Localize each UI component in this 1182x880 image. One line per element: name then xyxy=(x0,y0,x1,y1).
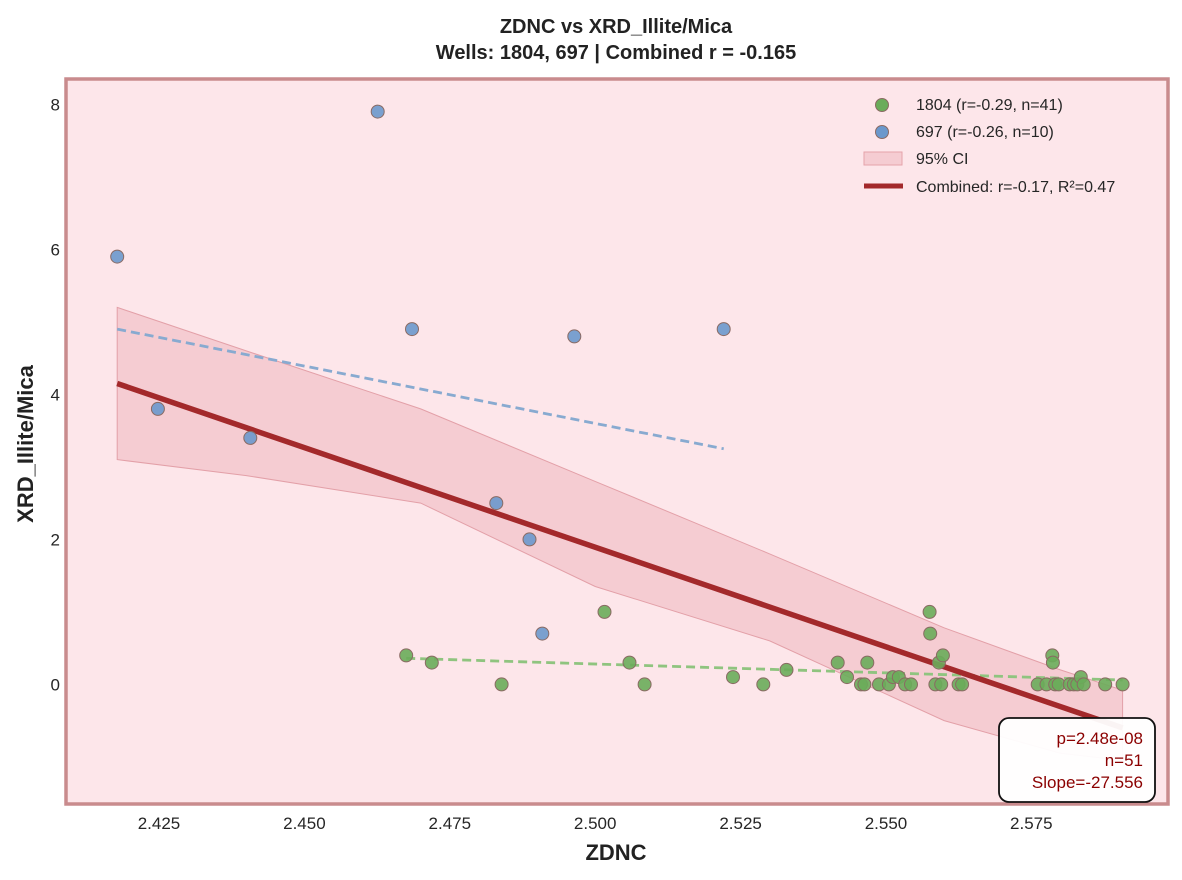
chart-title-line2: Wells: 1804, 697 | Combined r = -0.165 xyxy=(436,42,796,64)
point-697 xyxy=(717,323,730,336)
point-697 xyxy=(244,431,257,444)
point-1804 xyxy=(841,671,854,684)
point-1804 xyxy=(1116,678,1129,691)
legend-marker-ci xyxy=(864,152,902,165)
point-1804 xyxy=(495,678,508,691)
legend-marker-1804 xyxy=(876,99,889,112)
point-697 xyxy=(568,330,581,343)
point-1804 xyxy=(923,605,936,618)
point-1804 xyxy=(956,678,969,691)
x-tick-label: 2.500 xyxy=(574,814,617,833)
point-1804 xyxy=(400,649,413,662)
point-697 xyxy=(523,533,536,546)
point-697 xyxy=(151,402,164,415)
legend-marker-697 xyxy=(876,126,889,139)
y-tick-label: 0 xyxy=(51,675,60,694)
legend-label-1804: 1804 (r=-0.29, n=41) xyxy=(916,97,1063,114)
y-tick-label: 8 xyxy=(51,95,60,114)
point-1804 xyxy=(1099,678,1112,691)
x-tick-label: 2.450 xyxy=(283,814,326,833)
x-tick-label: 2.475 xyxy=(429,814,472,833)
point-1804 xyxy=(936,649,949,662)
y-tick-label: 4 xyxy=(51,385,60,404)
point-1804 xyxy=(598,605,611,618)
x-tick-label: 2.575 xyxy=(1010,814,1053,833)
point-697 xyxy=(490,497,503,510)
point-697 xyxy=(536,627,549,640)
point-1804 xyxy=(638,678,651,691)
x-tick-label: 2.525 xyxy=(719,814,762,833)
legend-label-ci: 95% CI xyxy=(916,151,968,168)
legend-label-697: 697 (r=-0.26, n=10) xyxy=(916,124,1054,141)
y-axis-ticks: 0 2 4 6 8 xyxy=(51,95,60,694)
point-1804 xyxy=(727,671,740,684)
point-697 xyxy=(406,323,419,336)
point-1804 xyxy=(905,678,918,691)
x-axis-ticks: 2.425 2.450 2.475 2.500 2.525 2.550 2.575 xyxy=(138,814,1053,833)
x-tick-label: 2.425 xyxy=(138,814,181,833)
point-1804 xyxy=(831,656,844,669)
point-1804 xyxy=(861,656,874,669)
y-tick-label: 2 xyxy=(51,530,60,549)
point-1804 xyxy=(780,663,793,676)
x-axis-label: ZDNC xyxy=(585,840,646,865)
point-697 xyxy=(371,105,384,118)
stats-slope: Slope=-27.556 xyxy=(1032,773,1143,792)
stats-box: p=2.48e-08 n=51 Slope=-27.556 xyxy=(999,718,1155,802)
y-tick-label: 6 xyxy=(51,240,60,259)
point-697 xyxy=(111,250,124,263)
point-1804 xyxy=(623,656,636,669)
point-1804 xyxy=(924,627,937,640)
chart-title-line1: ZDNC vs XRD_Illite/Mica xyxy=(500,16,733,38)
point-1804 xyxy=(858,678,871,691)
point-1804 xyxy=(1077,678,1090,691)
legend-label-combined: Combined: r=-0.17, R²=0.47 xyxy=(916,179,1115,196)
y-axis-label: XRD_Illite/Mica xyxy=(13,364,38,522)
stats-p-value: p=2.48e-08 xyxy=(1057,729,1144,748)
point-1804 xyxy=(1046,656,1059,669)
point-1804 xyxy=(757,678,770,691)
point-1804 xyxy=(935,678,948,691)
x-tick-label: 2.550 xyxy=(865,814,908,833)
stats-n: n=51 xyxy=(1105,751,1143,770)
point-1804 xyxy=(425,656,438,669)
